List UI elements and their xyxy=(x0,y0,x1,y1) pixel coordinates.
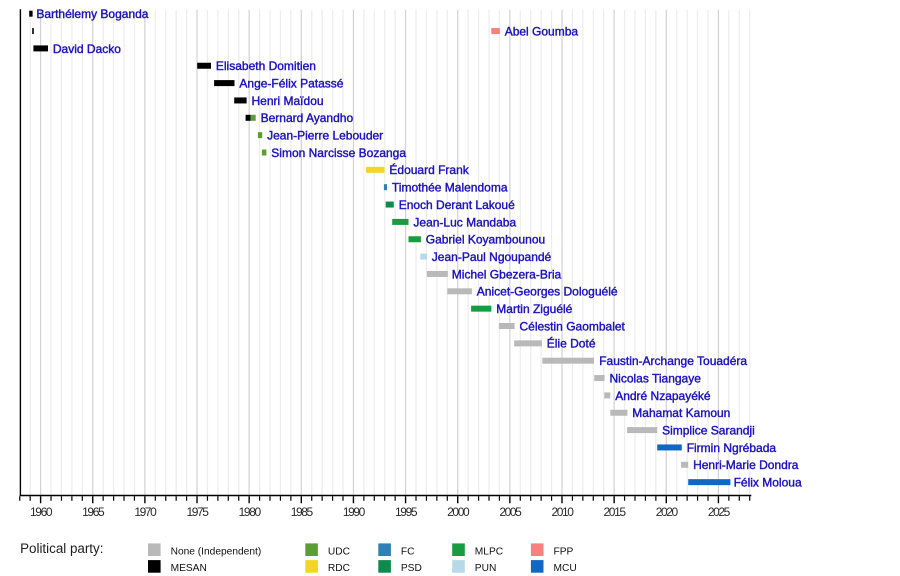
svg-text:1960: 1960 xyxy=(30,505,53,519)
svg-text:Michel Gbezera-Bria: Michel Gbezera-Bria xyxy=(452,267,562,281)
svg-text:Simplice Sarandji: Simplice Sarandji xyxy=(662,423,755,437)
svg-text:PUN: PUN xyxy=(475,563,497,574)
svg-text:1980: 1980 xyxy=(239,505,262,519)
svg-text:MCU: MCU xyxy=(554,563,577,574)
svg-text:Jean-Luc Mandaba: Jean-Luc Mandaba xyxy=(413,215,516,229)
svg-text:1965: 1965 xyxy=(82,505,105,519)
svg-text:1990: 1990 xyxy=(343,505,366,519)
svg-text:2020: 2020 xyxy=(656,505,679,519)
svg-text:Jean-Paul Ngoupandé: Jean-Paul Ngoupandé xyxy=(432,250,552,264)
svg-text:None (Independent): None (Independent) xyxy=(171,546,262,557)
svg-text:Édouard Frank: Édouard Frank xyxy=(389,162,469,177)
svg-text:2005: 2005 xyxy=(499,505,522,519)
svg-text:André Nzapayéké: André Nzapayéké xyxy=(615,389,711,403)
svg-text:Political party:: Political party: xyxy=(20,541,103,556)
svg-text:MESAN: MESAN xyxy=(171,563,207,574)
svg-text:1995: 1995 xyxy=(395,505,418,519)
svg-text:FC: FC xyxy=(401,546,415,557)
svg-text:Faustin-Archange Touadéra: Faustin-Archange Touadéra xyxy=(599,354,747,368)
svg-text:Félix Moloua: Félix Moloua xyxy=(734,476,802,490)
svg-text:Jean-Pierre Lebouder: Jean-Pierre Lebouder xyxy=(267,129,383,143)
svg-text:Nicolas Tiangaye: Nicolas Tiangaye xyxy=(610,371,702,385)
svg-text:Abel Goumba: Abel Goumba xyxy=(505,24,579,38)
svg-text:Elisabeth Domitien: Elisabeth Domitien xyxy=(216,59,316,73)
svg-text:Henri Maïdou: Henri Maïdou xyxy=(252,94,324,108)
svg-text:Mahamat Kamoun: Mahamat Kamoun xyxy=(632,406,730,420)
svg-text:MLPC: MLPC xyxy=(475,546,503,557)
svg-text:UDC: UDC xyxy=(328,546,350,557)
svg-text:Simon Narcisse Bozanga: Simon Narcisse Bozanga xyxy=(271,146,406,160)
svg-text:Anicet-Georges Dologuélé: Anicet-Georges Dologuélé xyxy=(477,285,618,299)
svg-text:2015: 2015 xyxy=(604,505,627,519)
svg-text:Firmin Ngrébada: Firmin Ngrébada xyxy=(687,441,777,455)
svg-text:FPP: FPP xyxy=(554,546,574,557)
svg-text:1975: 1975 xyxy=(186,505,209,519)
svg-text:Henri-Marie Dondra: Henri-Marie Dondra xyxy=(693,458,799,472)
svg-text:Ange-Félix Patassé: Ange-Félix Patassé xyxy=(239,76,343,90)
svg-text:Élie Doté: Élie Doté xyxy=(547,336,596,351)
svg-text:Barthélemy Boganda: Barthélemy Boganda xyxy=(36,7,148,21)
svg-text:PSD: PSD xyxy=(401,563,422,574)
svg-text:Célestin Gaombalet: Célestin Gaombalet xyxy=(520,319,626,333)
svg-text:2010: 2010 xyxy=(551,505,574,519)
svg-text:Timothée Malendoma: Timothée Malendoma xyxy=(392,181,508,195)
svg-text:RDC: RDC xyxy=(328,563,350,574)
svg-text:Gabriel Koyambounou: Gabriel Koyambounou xyxy=(426,233,545,247)
svg-text:1985: 1985 xyxy=(291,505,314,519)
svg-text:Martin Ziguélé: Martin Ziguélé xyxy=(496,302,572,316)
svg-text:Bernard Ayandho: Bernard Ayandho xyxy=(261,111,354,125)
svg-text:Enoch Derant Lakoué: Enoch Derant Lakoué xyxy=(399,198,515,212)
svg-text:2000: 2000 xyxy=(447,505,470,519)
svg-text:David Dacko: David Dacko xyxy=(53,42,121,56)
svg-text:2025: 2025 xyxy=(708,505,731,519)
svg-text:1970: 1970 xyxy=(134,505,157,519)
